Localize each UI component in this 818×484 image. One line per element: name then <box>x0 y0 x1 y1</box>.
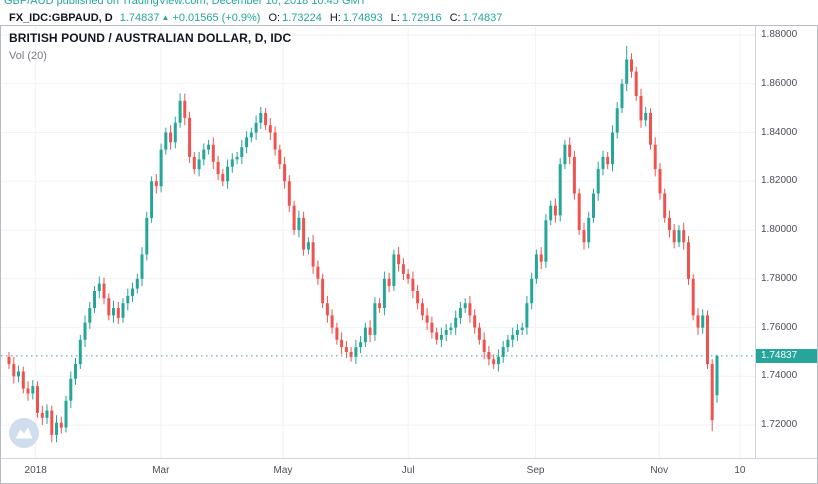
time-tick-label: May <box>273 465 293 476</box>
price-change: +0.01565 (+0.9%) <box>172 11 261 24</box>
price-tick-label: 1.78000 <box>761 272 798 284</box>
ohlc-close: C: 1.74837 <box>450 12 503 24</box>
open-value: 1.73224 <box>282 11 322 24</box>
price-tick-label: 1.74000 <box>761 370 798 382</box>
chart-widget: BRITISH POUND / AUSTRALIAN DOLLAR, D, ID… <box>0 25 818 484</box>
price-tick-label: 1.80000 <box>761 224 798 236</box>
ohlc-high: H: 1.74893 <box>330 12 383 24</box>
time-tick-label: 2018 <box>24 465 47 476</box>
time-tick-label: Mar <box>152 465 170 476</box>
price-tick-label: 1.76000 <box>761 321 798 333</box>
time-tick-label: Sep <box>526 465 545 476</box>
low-label: L: <box>390 11 400 24</box>
chart-plot-area[interactable]: BRITISH POUND / AUSTRALIAN DOLLAR, D, ID… <box>1 26 756 458</box>
ohlc-open: O: 1.73224 <box>268 12 321 24</box>
price-tick-label: 1.84000 <box>761 126 798 138</box>
time-axis[interactable]: 2018 Mar May Jul Sep Nov 10 <box>1 458 756 483</box>
high-value: 1.74893 <box>342 11 383 24</box>
close-value: 1.74837 <box>462 11 503 24</box>
axis-corner <box>756 458 817 483</box>
high-label: H: <box>329 11 341 24</box>
price-tick-label: 1.86000 <box>761 77 798 89</box>
price-tick-label: 1.72000 <box>761 419 798 431</box>
tradingview-logo[interactable] <box>9 418 39 448</box>
article-caption: GBP/AUD published on TradingView.com, De… <box>0 0 818 10</box>
open-label: O: <box>268 11 281 24</box>
candlestick-chart[interactable] <box>1 26 755 458</box>
close-label: C: <box>449 11 461 24</box>
current-price-badge: 1.74837 <box>756 348 817 363</box>
caption-link-text[interactable]: GBP/AUD published on TradingView.com, De… <box>4 0 367 7</box>
time-tick-label: Jul <box>401 465 415 476</box>
up-arrow-icon: ▲ <box>161 13 170 22</box>
price-axis[interactable]: 1.72000 1.74000 1.76000 1.78000 1.80000 1.820… <box>756 26 817 458</box>
time-tick-label: 10 <box>734 465 746 476</box>
last-price: 1.74837 <box>119 11 160 24</box>
tradingview-logo-icon <box>9 418 39 448</box>
price-tick-label: 1.82000 <box>761 175 798 187</box>
ohlc-low: L: 1.72916 <box>391 12 442 24</box>
symbol-info-bar: FX_IDC:GBPAUD, D 1.74837 ▲ +0.01565 (+0.… <box>0 10 818 25</box>
time-tick-label: Nov <box>650 465 669 476</box>
price-tick-label: 1.88000 <box>761 29 798 41</box>
symbol-name[interactable]: FX_IDC:GBPAUD, D <box>9 11 113 24</box>
low-value: 1.72916 <box>401 11 442 24</box>
